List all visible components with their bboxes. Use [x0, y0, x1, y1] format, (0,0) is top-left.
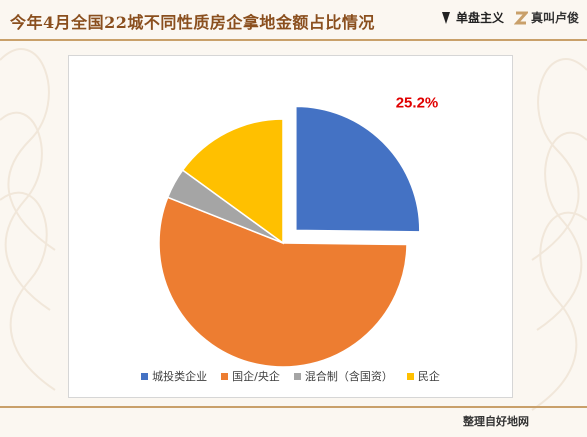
- pie-slice-1: [158, 196, 408, 368]
- brand-1-label: 单盘主义: [455, 11, 504, 25]
- legend-item-1: 国企/央企: [221, 368, 280, 384]
- chart-legend: 城投类企业 国企/央企 混合制（含国资） 民企: [69, 368, 512, 384]
- legend-item-3: 民企: [406, 368, 440, 384]
- top-divider: [0, 39, 587, 41]
- legend-swatch-3: [406, 372, 414, 380]
- brand-logos: 单盘主义 真叫卢俊: [439, 9, 579, 26]
- legend-swatch-2: [293, 372, 301, 380]
- brand-2-label: 真叫卢俊: [530, 11, 579, 25]
- page-title: 今年4月全国22城不同性质房企拿地金额占比情况: [10, 13, 375, 32]
- legend-item-2: 混合制（含国资）: [293, 368, 393, 384]
- pie-slice-label-0: 25.2%: [396, 95, 439, 112]
- legend-swatch-0: [141, 372, 149, 380]
- source-note: 整理自好地网: [463, 415, 529, 428]
- pie-chart: 25.2%: [158, 95, 439, 368]
- legend-swatch-1: [221, 372, 229, 380]
- legend-label-2: 混合制（含国资）: [304, 370, 393, 383]
- pie-slice-3: [181, 118, 284, 245]
- chart-area: 25.2% 城投类企业 国企/央企 混合制（含国资） 民企: [68, 55, 513, 398]
- legend-label-3: 民企: [417, 370, 440, 383]
- legend-label-1: 国企/央企: [232, 370, 280, 383]
- brand-1-icon: [441, 11, 450, 24]
- pie-slice-0: [295, 105, 421, 233]
- brand-2: 真叫卢俊: [513, 9, 579, 26]
- bottom-divider: [0, 406, 587, 408]
- brand-1: 单盘主义: [439, 9, 504, 26]
- brand-2-icon: [513, 11, 528, 24]
- legend-label-0: 城投类企业: [152, 370, 208, 383]
- legend-item-0: 城投类企业: [141, 368, 207, 384]
